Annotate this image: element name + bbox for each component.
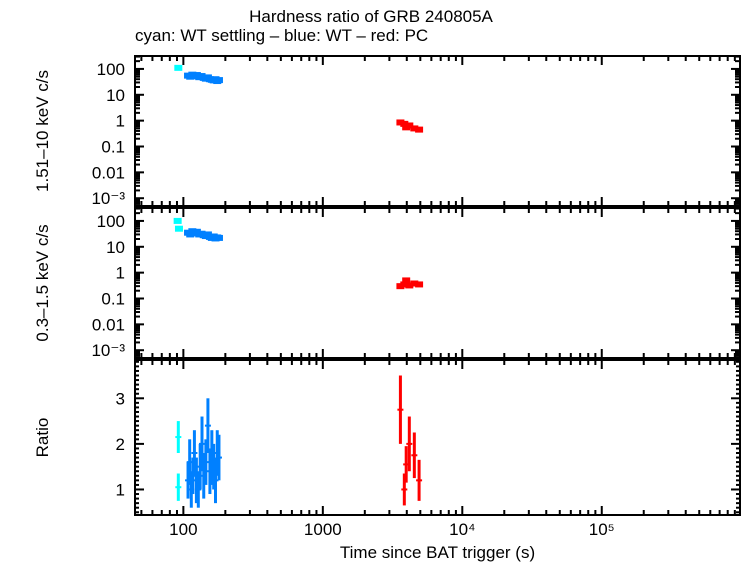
y-tick-label: 1 xyxy=(116,264,125,283)
data-point-pc xyxy=(410,125,419,132)
data-point-wt_settling xyxy=(173,217,182,224)
y-tick-label: 10⁻³ xyxy=(91,189,125,208)
y-tick-label: 0.1 xyxy=(101,137,125,156)
x-axis-label: Time since BAT trigger (s) xyxy=(339,543,536,562)
y-tick-label: 1 xyxy=(116,480,125,499)
data-point-wt xyxy=(214,234,223,241)
y-tick-label: 10 xyxy=(106,86,125,105)
chart-title: Hardness ratio of GRB 240805A xyxy=(249,7,493,26)
x-tick-label: 10⁴ xyxy=(449,520,475,539)
panel-frame xyxy=(134,207,741,359)
y-tick-label: 10 xyxy=(106,238,125,257)
panel-frame xyxy=(134,55,741,207)
data-point-wt xyxy=(214,77,223,84)
data-point-wt_settling xyxy=(174,64,183,71)
data-point-pc xyxy=(405,282,414,289)
y-axis-label: 0.3–1.5 keV c/s xyxy=(33,224,52,341)
data-point-pc xyxy=(415,281,424,288)
chart-subtitle: cyan: WT settling – blue: WT – red: PC xyxy=(135,26,429,45)
data-point-pc xyxy=(400,120,409,127)
y-tick-label: 0.1 xyxy=(101,289,125,308)
x-tick-label: 10⁵ xyxy=(589,520,615,539)
panel-frame xyxy=(134,359,741,516)
y-tick-label: 100 xyxy=(97,60,125,79)
data-point-pc xyxy=(415,126,424,133)
y-tick-label: 3 xyxy=(116,389,125,408)
y-tick-label: 0.01 xyxy=(92,315,125,334)
x-tick-label: 100 xyxy=(169,520,197,539)
data-point-pc xyxy=(410,280,419,287)
y-tick-label: 100 xyxy=(97,212,125,231)
y-tick-label: 2 xyxy=(116,435,125,454)
y-axis-label: 1.51–10 keV c/s xyxy=(33,70,52,192)
y-axis-label: Ratio xyxy=(33,418,52,458)
data-point-pc xyxy=(405,122,414,129)
y-tick-label: 1 xyxy=(116,112,125,131)
y-tick-label: 10⁻³ xyxy=(91,341,125,360)
data-point-pc xyxy=(400,281,409,288)
data-point-pc xyxy=(402,277,411,284)
data-point-wt xyxy=(186,231,195,238)
y-tick-label: 0.01 xyxy=(92,163,125,182)
x-tick-label: 1000 xyxy=(304,520,342,539)
data-point-wt_settling xyxy=(174,225,183,232)
